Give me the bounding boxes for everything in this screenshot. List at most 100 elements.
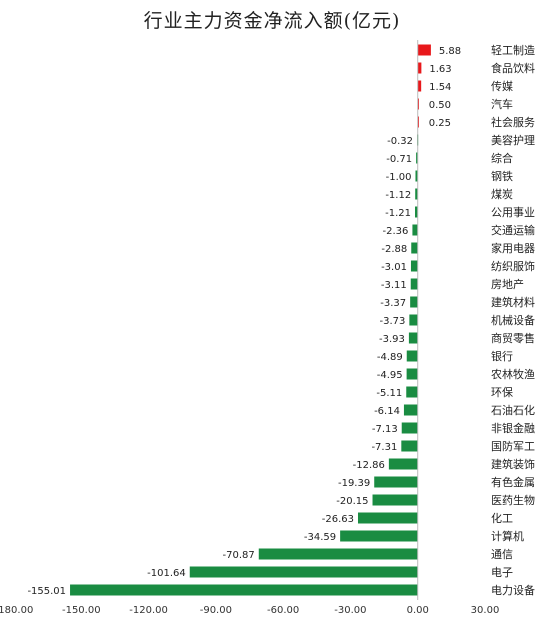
- bar: [411, 242, 418, 254]
- data-label: -3.37: [380, 298, 406, 309]
- category-label: 房地产: [491, 277, 524, 291]
- data-label: -7.31: [371, 442, 397, 453]
- bar: [410, 260, 418, 272]
- data-label: -1.21: [385, 208, 411, 219]
- data-label: -101.64: [147, 568, 186, 579]
- category-label: 商贸零售: [491, 331, 535, 345]
- bar: [417, 98, 419, 110]
- category-label: 电力设备: [491, 583, 535, 597]
- bar: [401, 422, 418, 434]
- bar: [401, 440, 418, 452]
- data-label: -3.11: [381, 280, 407, 291]
- x-tick-label: 0.00: [407, 605, 429, 616]
- category-label: 计算机: [491, 529, 524, 543]
- x-tick-label: -30.00: [334, 605, 366, 616]
- data-label: -0.32: [387, 136, 413, 147]
- data-label: 1.63: [429, 64, 451, 75]
- bar: [406, 350, 418, 362]
- data-label: 0.50: [429, 100, 451, 111]
- bar: [410, 296, 418, 308]
- category-label: 农林牧渔: [491, 367, 535, 381]
- category-label: 综合: [491, 151, 513, 165]
- data-label: -1.00: [386, 172, 412, 183]
- data-label: -4.89: [377, 352, 403, 363]
- category-label: 非银金融: [491, 421, 535, 435]
- category-label: 石油石化: [491, 403, 535, 417]
- bar: [415, 188, 418, 200]
- category-label: 美容护理: [491, 133, 535, 147]
- category-label: 电子: [491, 566, 513, 579]
- data-label: -7.13: [372, 424, 398, 435]
- x-tick-label: 30.00: [471, 605, 500, 616]
- category-label: 轻工制造: [491, 43, 535, 57]
- bar: [417, 62, 422, 74]
- category-label: 国防军工: [491, 439, 535, 453]
- data-label: -3.01: [381, 262, 407, 273]
- data-label: -19.39: [338, 478, 370, 489]
- bar: [340, 530, 418, 542]
- x-tick-label: -180.00: [0, 605, 33, 616]
- bar: [410, 278, 418, 290]
- data-label: -4.95: [377, 370, 403, 381]
- category-label: 建筑材料: [491, 295, 535, 309]
- bar: [406, 386, 418, 398]
- bar: [417, 116, 419, 128]
- bars-group: 5.88 轻工制造 1.63 食品饮料 1.54 传媒 0.50 汽车 0.25 社会服务 -0.3…: [27, 43, 535, 597]
- data-label: 0.25: [429, 118, 451, 129]
- data-label: -0.71: [386, 154, 412, 165]
- data-label: -2.88: [381, 244, 407, 255]
- data-label: 1.54: [429, 82, 451, 93]
- bar: [417, 80, 422, 92]
- data-label: -155.01: [27, 586, 66, 597]
- chart-title: 行业主力资金净流入额(亿元): [143, 10, 401, 32]
- category-label: 公用事业: [491, 206, 535, 219]
- x-tick-label: -90.00: [200, 605, 232, 616]
- data-label: 5.88: [439, 46, 461, 57]
- data-label: -6.14: [374, 406, 400, 417]
- category-label: 化工: [491, 511, 513, 525]
- bar: [403, 404, 418, 416]
- bar: [415, 206, 418, 218]
- bar: [409, 314, 418, 326]
- data-label: -26.63: [322, 514, 354, 525]
- category-label: 钢铁: [491, 170, 513, 183]
- bar: [416, 152, 418, 164]
- x-tick-label: -60.00: [267, 605, 299, 616]
- bar: [415, 170, 418, 182]
- data-label: -5.11: [376, 388, 402, 399]
- category-label: 汽车: [491, 97, 513, 111]
- bar: [258, 548, 418, 560]
- data-label: -70.87: [223, 550, 255, 561]
- bar: [406, 368, 418, 380]
- bar: [412, 224, 418, 236]
- category-label: 环保: [491, 385, 513, 399]
- bar: [357, 512, 418, 524]
- bar: [388, 458, 418, 470]
- category-label: 建筑装饰: [491, 457, 535, 471]
- bar: [70, 584, 418, 596]
- category-label: 银行: [491, 349, 513, 363]
- category-label: 机械设备: [491, 313, 535, 327]
- category-label: 煤炭: [491, 188, 513, 201]
- bar: [408, 332, 418, 344]
- x-tick-label: -120.00: [129, 605, 168, 616]
- x-tick-labels: -180.00 -150.00 -120.00 -90.00 -60.00 -30.00 0…: [0, 605, 499, 616]
- category-label: 有色金属: [491, 475, 535, 489]
- category-label: 交通运输: [491, 223, 535, 237]
- category-label: 纺织服饰: [491, 259, 535, 273]
- category-label: 传媒: [491, 80, 513, 93]
- category-label: 医药生物: [491, 493, 535, 507]
- data-label: -2.36: [383, 226, 409, 237]
- category-label: 社会服务: [491, 115, 535, 129]
- x-tick-label: -150.00: [62, 605, 101, 616]
- category-label: 通信: [491, 548, 513, 561]
- bar: [417, 44, 431, 56]
- category-label: 家用电器: [491, 241, 535, 255]
- data-label: -12.86: [353, 460, 385, 471]
- bar: [374, 476, 418, 488]
- bar: [372, 494, 418, 506]
- data-label: -3.73: [379, 316, 405, 327]
- data-label: -3.93: [379, 334, 405, 345]
- data-label: -20.15: [336, 496, 368, 507]
- category-label: 食品饮料: [491, 61, 535, 75]
